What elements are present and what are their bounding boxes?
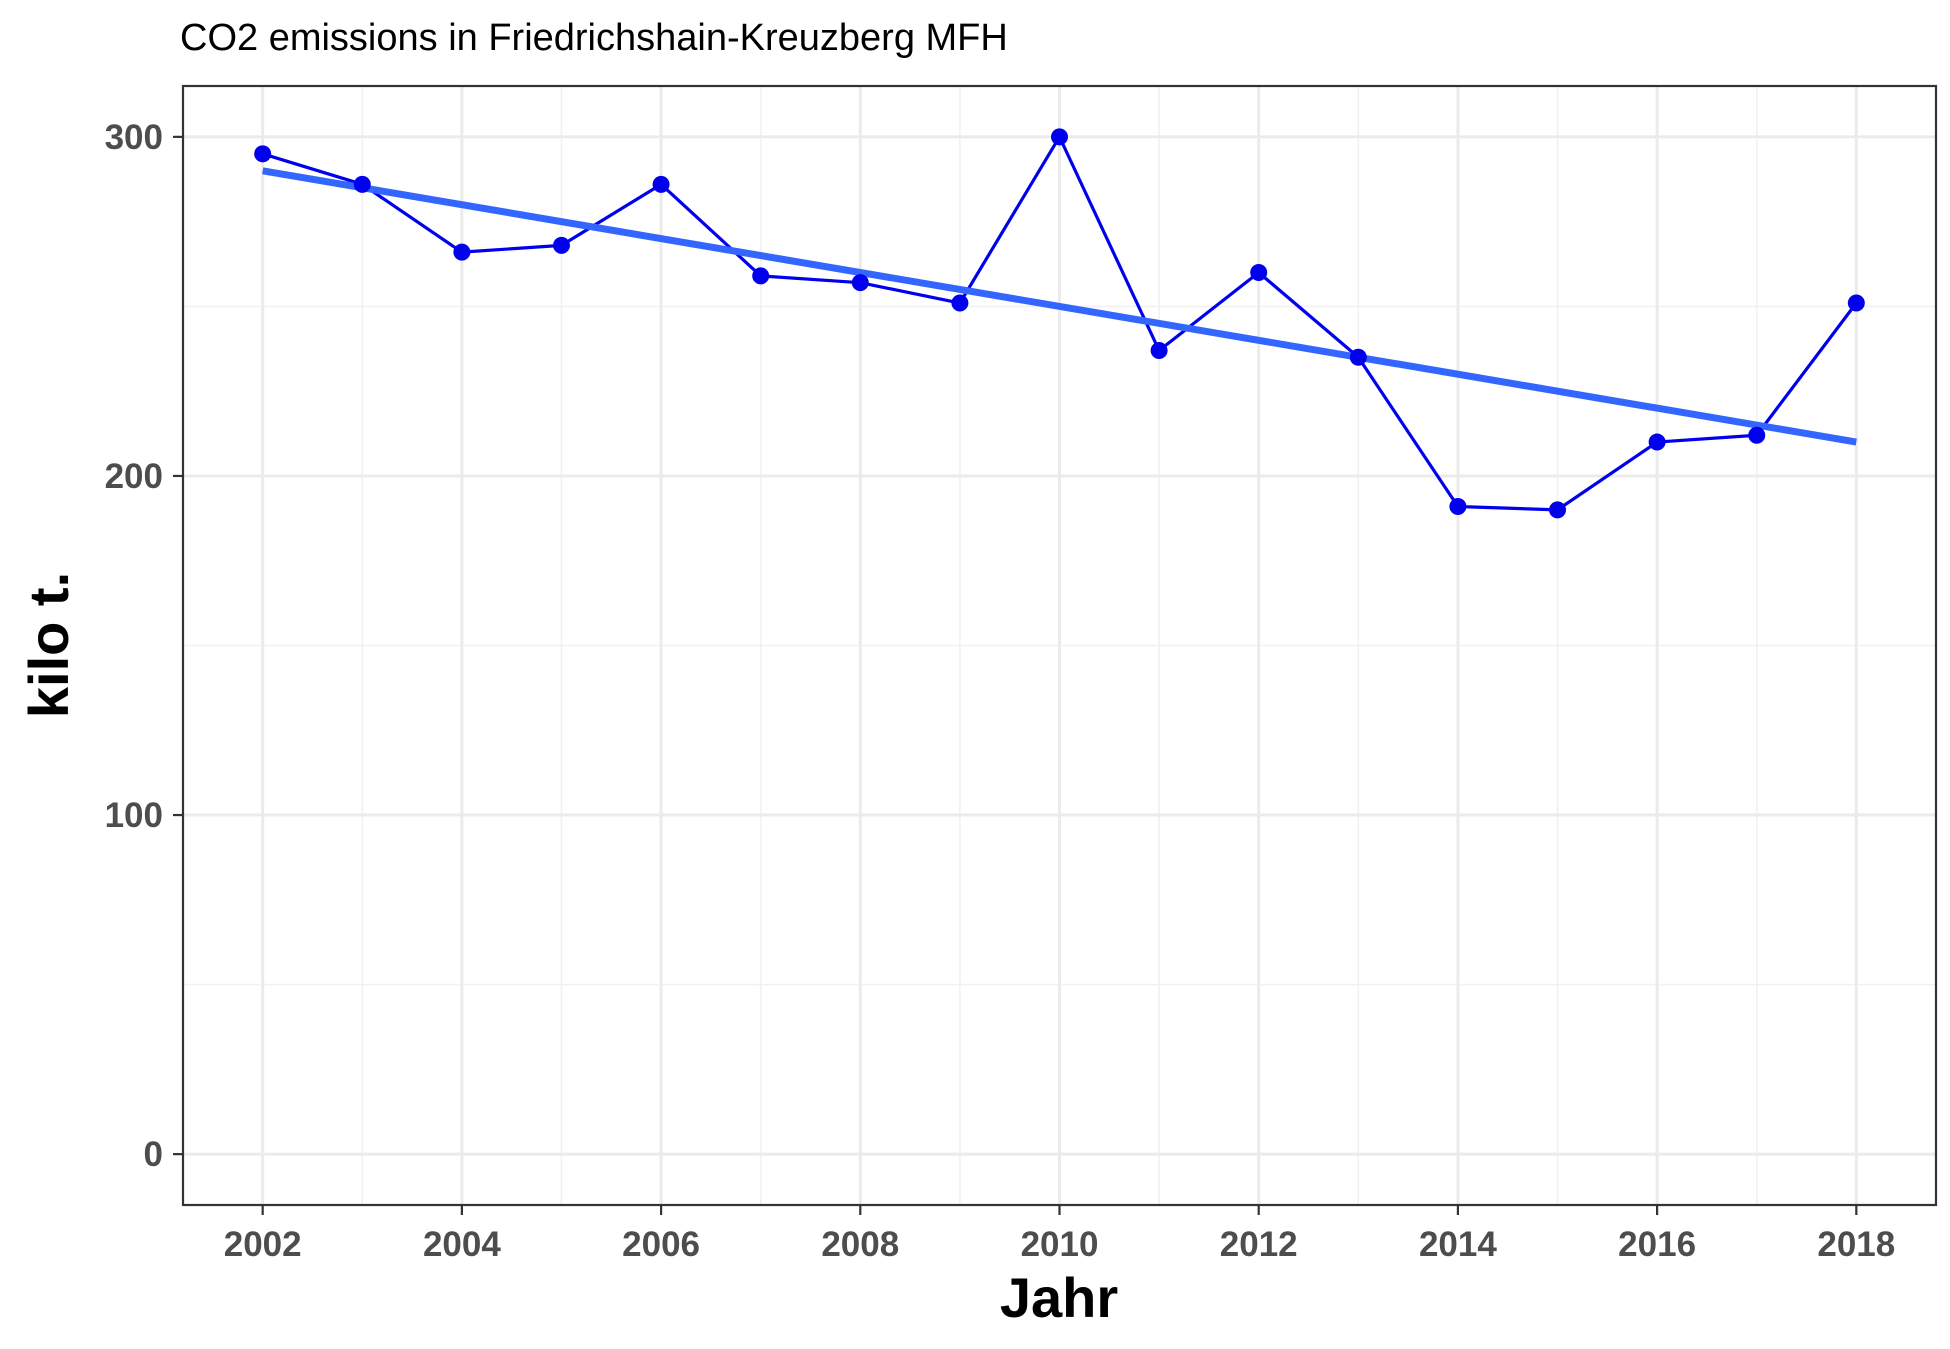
data-point	[851, 274, 869, 292]
x-tick-label: 2010	[1021, 1225, 1099, 1264]
y-tick-label: 100	[105, 796, 163, 835]
series-layer	[254, 128, 1865, 519]
y-axis-title: kilo t.	[17, 572, 80, 718]
data-point	[1250, 264, 1268, 281]
data-point	[353, 175, 371, 193]
x-axis-title: Jahr	[1000, 1266, 1118, 1329]
x-tick-label: 2014	[1419, 1225, 1497, 1264]
x-tick-label: 2002	[224, 1225, 302, 1264]
x-tick-label: 2008	[821, 1225, 899, 1264]
data-point	[951, 294, 969, 312]
chart-title: CO2 emissions in Friedrichshain-Kreuzber…	[180, 17, 1008, 59]
data-point	[1449, 497, 1467, 515]
y-tick-label: 200	[105, 457, 163, 496]
data-point	[1648, 433, 1666, 451]
data-point	[1349, 348, 1367, 366]
data-point	[1150, 341, 1168, 359]
data-point	[752, 267, 770, 285]
x-tick-label: 2012	[1220, 1225, 1298, 1264]
x-tick-label: 2016	[1618, 1225, 1696, 1264]
data-point	[1748, 426, 1766, 444]
data-point	[254, 145, 272, 163]
axes: 2002 2004 2006 2008 2010 2012 2014 2016 2018 0 100…	[105, 118, 1896, 1264]
trend-line	[262, 167, 1857, 446]
data-point	[1847, 294, 1865, 312]
data-point	[652, 175, 670, 193]
x-tick-label: 2006	[622, 1225, 700, 1264]
data-point	[552, 236, 570, 254]
data-point	[1549, 501, 1567, 519]
data-point	[453, 243, 471, 261]
data-point	[1051, 128, 1068, 146]
x-tick-label: 2004	[423, 1225, 501, 1264]
y-tick-label: 0	[144, 1135, 163, 1174]
y-tick-label: 300	[105, 118, 163, 157]
x-tick-label: 2018	[1817, 1225, 1895, 1264]
